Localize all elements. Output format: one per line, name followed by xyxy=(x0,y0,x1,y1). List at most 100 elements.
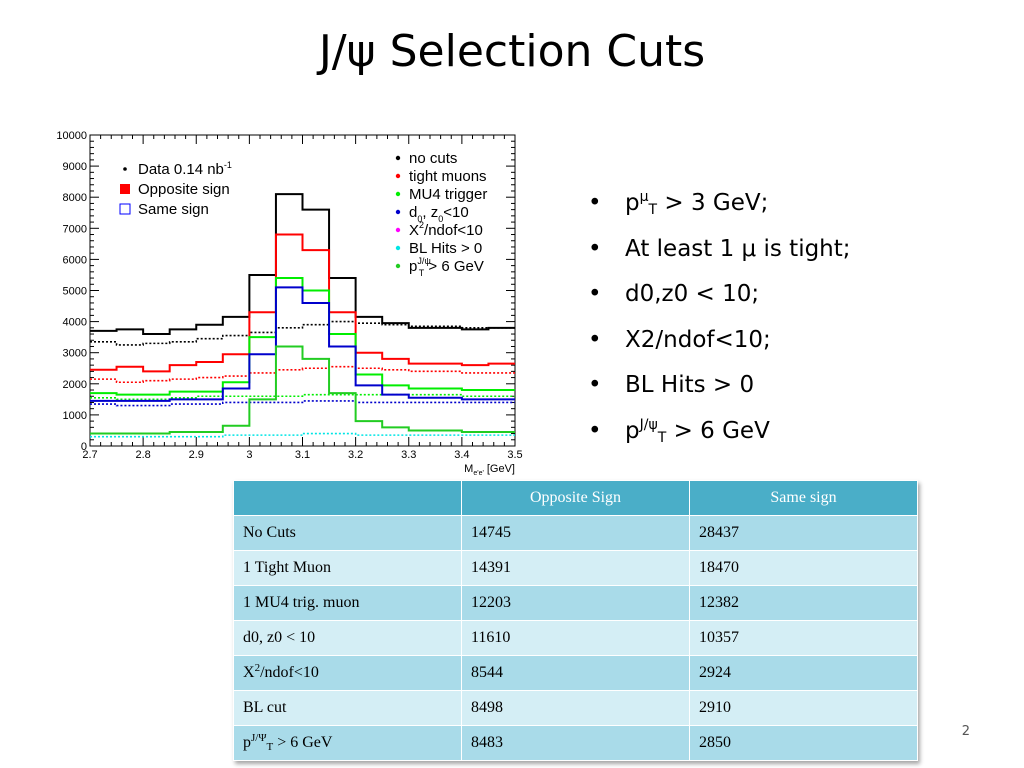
legend-dot-marker xyxy=(395,173,401,179)
cut-name-cell: BL cut xyxy=(233,690,462,726)
cut-name-cell: X2/ndof<10 xyxy=(233,655,462,691)
legend-filled-square-marker xyxy=(120,184,130,194)
opposite-sign-cell: 8544 xyxy=(461,655,690,691)
bullet-text-pre: p xyxy=(625,417,640,444)
table-row: X2/ndof<10 8544 2924 xyxy=(233,655,918,691)
legend-dot-marker xyxy=(395,155,401,161)
table-row: No Cuts 14745 28437 xyxy=(233,515,918,551)
histogram-series-opposite xyxy=(90,233,515,373)
bullet-text-sup: μ xyxy=(639,189,649,205)
opposite-sign-cell: 11610 xyxy=(461,620,690,656)
table-row: pJ/ΨT > 6 GeV 8483 2850 xyxy=(233,725,918,761)
x-tick-label: 3.2 xyxy=(348,449,363,461)
table-row: 1 Tight Muon 14391 18470 xyxy=(233,550,918,586)
bullet-dot-icon: • xyxy=(588,417,602,444)
y-tick-label: 7000 xyxy=(63,223,87,235)
cut-name-pre: 1 MU4 trig. muon xyxy=(243,594,360,611)
bullet-text-pre: d0,z0 < 10; xyxy=(625,281,760,307)
selection-cut-list: • pμT > 3 GeV; • At least 1 μ is tight; • d0,… xyxy=(588,184,1008,457)
same-sign-cell: 28437 xyxy=(689,515,918,551)
table-row: BL cut 8498 2910 xyxy=(233,690,918,726)
cut-name-pre: p xyxy=(243,734,251,751)
y-tick-label: 0 xyxy=(81,441,87,453)
opposite-sign-cell: 12203 xyxy=(461,585,690,621)
legend-left-label: Same sign xyxy=(138,201,209,218)
legend-dot-marker xyxy=(123,167,127,171)
same-sign-cell: 12382 xyxy=(689,585,918,621)
page-number: 2 xyxy=(961,724,970,739)
bullet-text-pre: BL Hits > 0 xyxy=(625,372,755,398)
bullet-text-post: > 6 GeV xyxy=(666,417,770,444)
bullet-text-pre: At least 1 μ is tight; xyxy=(625,235,851,262)
cut-name-pre: No Cuts xyxy=(243,524,296,541)
legend-right-label: tight muons xyxy=(409,168,487,185)
same-sign-cell: 2924 xyxy=(689,655,918,691)
y-tick-label: 1000 xyxy=(63,410,87,422)
bullet-item: • X2/ndof<10; xyxy=(588,321,1008,367)
legend-dot-marker xyxy=(395,245,401,251)
bullet-dot-icon: • xyxy=(588,190,602,216)
legend-open-square-marker xyxy=(119,203,131,215)
y-tick-label: 2000 xyxy=(63,379,87,391)
x-axis-label: Me'e' [GeV] xyxy=(464,463,515,476)
legend-right-label: pJ/ψ T > 6 GeV xyxy=(409,256,484,278)
x-tick-label: 3.4 xyxy=(454,449,469,461)
cut-name-pre: X xyxy=(243,664,255,681)
legend-dot-marker xyxy=(395,227,401,233)
bullet-text-pre: p xyxy=(625,190,640,216)
legend-right-label: d0, z0<10 xyxy=(409,204,469,224)
same-sign-cell: 2850 xyxy=(689,725,918,761)
cut-name-cell: 1 MU4 trig. muon xyxy=(233,585,462,621)
histogram-svg: 0 1000 2000 3000 4000 5000 6000 7000 8000 9000 100… xyxy=(56,130,522,476)
histogram-series-same xyxy=(90,432,515,438)
table-header-row: Opposite Sign Same sign xyxy=(233,480,918,516)
x-tick-label: 3.5 xyxy=(507,449,522,461)
y-tick-label: 3000 xyxy=(63,348,87,360)
histogram-series-opposite xyxy=(90,193,515,336)
legend-dot-marker xyxy=(395,191,401,197)
bullet-item: • pμT > 3 GeV; xyxy=(588,184,1008,230)
cut-name-cell: 1 Tight Muon xyxy=(233,550,462,586)
x-tick-label: 2.8 xyxy=(135,449,150,461)
y-tick-label: 9000 xyxy=(63,161,87,173)
header-cut xyxy=(233,480,462,516)
bullet-dot-icon: • xyxy=(588,372,602,398)
bullet-text-post: > 3 GeV; xyxy=(657,190,769,216)
x-tick-label: 3.1 xyxy=(295,449,310,461)
opposite-sign-cell: 14391 xyxy=(461,550,690,586)
legend-left-label: Opposite sign xyxy=(138,181,230,198)
histogram-series-opposite xyxy=(90,345,515,435)
bullet-item: • At least 1 μ is tight; xyxy=(588,230,1008,276)
x-tick-label: 3.3 xyxy=(401,449,416,461)
header-same-sign: Same sign xyxy=(689,480,918,516)
cut-name-post: > 6 GeV xyxy=(273,734,333,751)
legend-right-label: MU4 trigger xyxy=(409,186,487,203)
bullet-text-pre: X2/ndof<10; xyxy=(625,326,771,353)
x-tick-label: 2.9 xyxy=(189,449,204,461)
x-tick-label: 2.7 xyxy=(82,449,97,461)
bullet-dot-icon: • xyxy=(588,326,602,353)
bullet-dot-icon: • xyxy=(588,281,602,307)
bullet-dot-icon: • xyxy=(588,235,602,262)
cut-name-pre: 1 Tight Muon xyxy=(243,559,332,576)
bullet-item: • d0,z0 < 10; xyxy=(588,275,1008,321)
same-sign-cell: 18470 xyxy=(689,550,918,586)
bullet-text-sub: T xyxy=(657,429,667,446)
histogram-series-opposite xyxy=(90,286,515,402)
y-tick-label: 4000 xyxy=(63,317,87,329)
cut-name-cell: No Cuts xyxy=(233,515,462,551)
cut-name-post: /ndof<10 xyxy=(260,664,319,681)
same-sign-cell: 10357 xyxy=(689,620,918,656)
cut-name-pre: BL cut xyxy=(243,699,287,716)
cut-name-sub: T xyxy=(266,741,274,753)
bullet-text-sup: J/ψ xyxy=(639,416,658,433)
cut-name-cell: pJ/ΨT > 6 GeV xyxy=(233,725,462,761)
legend-right-label: Χ2/ndof<10 xyxy=(409,220,483,239)
slide-title: J/ψ Selection Cuts xyxy=(318,26,706,77)
header-opposite-sign: Opposite Sign xyxy=(461,480,690,516)
opposite-sign-cell: 14745 xyxy=(461,515,690,551)
opposite-sign-cell: 8498 xyxy=(461,690,690,726)
bullet-text-sub: T xyxy=(648,202,658,218)
histogram-series-same xyxy=(90,393,515,401)
bullet-item: • pJ/ψT > 6 GeV xyxy=(588,412,1008,458)
